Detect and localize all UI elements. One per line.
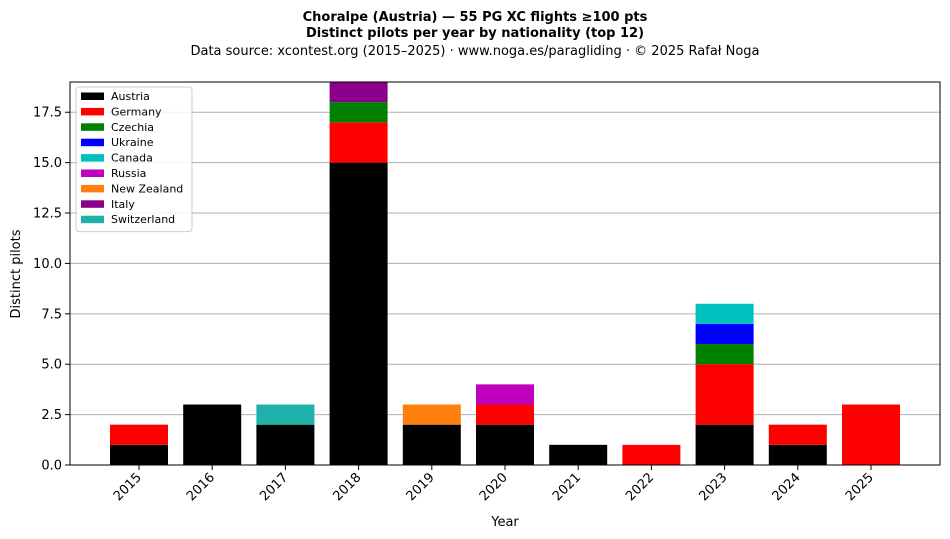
- bar-segment: [329, 162, 388, 465]
- x-tick-label: 2025: [843, 470, 877, 504]
- bar-segment: [329, 82, 388, 103]
- y-tick-label: 0.0: [41, 459, 62, 474]
- bar-segment: [549, 444, 608, 465]
- bar-segment: [110, 424, 168, 445]
- x-tick-label: 2017: [257, 470, 291, 504]
- bar-segment: [768, 444, 827, 465]
- legend-label: Italy: [111, 198, 135, 211]
- bar-segment: [329, 122, 388, 163]
- bar-segment: [256, 404, 315, 425]
- bar-segment: [329, 102, 388, 123]
- x-tick-label: 2023: [696, 470, 730, 504]
- bar-segment: [695, 323, 754, 345]
- legend-swatch: [81, 184, 104, 193]
- y-tick-label: 12.5: [33, 207, 62, 222]
- legend-swatch: [81, 92, 104, 100]
- legend-label: Austria: [111, 90, 150, 103]
- x-tick-label: 2016: [184, 470, 218, 504]
- y-axis-ticks: 0.0 2.5 5.0 7.5 10.0 12.5 15.0 17.5: [33, 106, 70, 474]
- x-tick-label: 2018: [330, 470, 364, 504]
- bar-segment: [768, 424, 827, 445]
- chart-subtitle: Data source: xcontest.org (2015–2025) · …: [190, 44, 759, 59]
- legend-label: Switzerland: [111, 213, 175, 226]
- bar-segment: [695, 344, 754, 365]
- bar-segment: [402, 424, 461, 465]
- bar-segment: [476, 424, 534, 465]
- legend-swatch: [81, 107, 104, 116]
- legend-label: Czechia: [111, 121, 154, 134]
- legend-swatch: [81, 123, 104, 131]
- y-tick-label: 5.0: [41, 358, 62, 373]
- x-tick-label: 2019: [404, 470, 438, 504]
- legend-label: New Zealand: [111, 182, 183, 195]
- bar-segment: [695, 364, 754, 425]
- y-tick-label: 15.0: [33, 156, 62, 171]
- bar-segment: [842, 404, 900, 465]
- x-tick-label: 2022: [623, 470, 657, 504]
- x-tick-label: 2024: [770, 470, 804, 504]
- legend-swatch: [81, 200, 104, 208]
- legend-swatch: [81, 215, 104, 224]
- grid-lines: [70, 111, 940, 416]
- legend-swatch: [81, 138, 104, 147]
- legend-label: Russia: [111, 167, 146, 180]
- y-tick-label: 2.5: [41, 408, 62, 423]
- bar-segment: [476, 384, 534, 405]
- legend-box: [75, 86, 193, 233]
- y-tick-label: 17.5: [33, 106, 62, 121]
- legend-swatch: [81, 154, 104, 162]
- bar-segment: [110, 444, 168, 465]
- bar-segment: [183, 404, 242, 465]
- bar-segment: [476, 404, 534, 425]
- bars-group: [110, 82, 900, 465]
- legend-label: Ukraine: [111, 136, 154, 149]
- y-tick-label: 10.0: [33, 257, 62, 272]
- chart-title-line2: Distinct pilots per year by nationality …: [306, 26, 644, 41]
- legend-label: Canada: [111, 152, 153, 165]
- chart-title-line1: Choralpe (Austria) — 55 PG XC flights ≥1…: [303, 10, 648, 25]
- bar-segment: [695, 424, 754, 465]
- y-axis-label: Distinct pilots: [9, 229, 24, 318]
- legend-swatch: [81, 169, 104, 177]
- x-axis-ticks: 2015 2016 2017 2018 2019 2020 2021 2022 2023 2024…: [111, 465, 877, 504]
- legend: Austria Germany Czechia Ukraine Canada Russia…: [75, 86, 193, 233]
- x-tick-label: 2020: [477, 470, 511, 504]
- y-tick-label: 7.5: [41, 307, 62, 322]
- legend-label: Germany: [111, 105, 162, 118]
- x-tick-label: 2021: [550, 470, 584, 504]
- x-tick-label: 2015: [111, 470, 145, 504]
- plot-frame: [69, 81, 941, 466]
- bar-segment: [402, 404, 461, 425]
- bar-segment: [622, 444, 681, 465]
- bar-segment: [256, 424, 315, 465]
- x-axis-label: Year: [490, 515, 519, 530]
- bar-segment: [695, 303, 754, 324]
